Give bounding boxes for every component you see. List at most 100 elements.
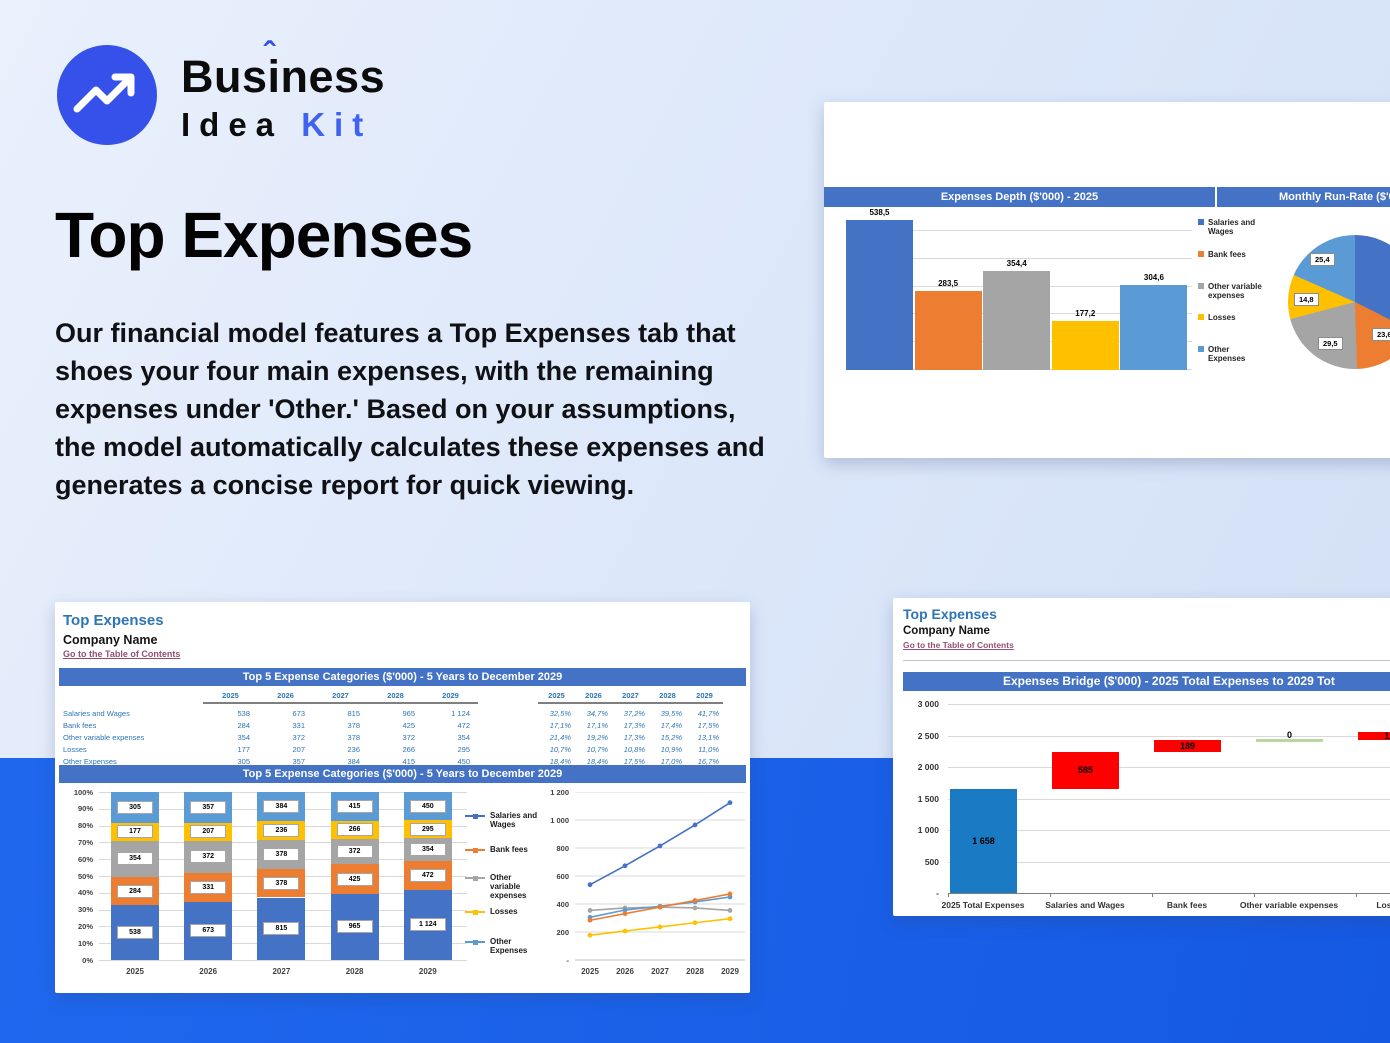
segment-value-label: 372: [190, 850, 227, 864]
spacer: [478, 710, 538, 722]
x-axis-label: 2028: [345, 967, 364, 976]
value-cell: 372: [292, 733, 305, 742]
company-name: Company Name: [63, 633, 158, 647]
legend-item: Bank fees: [1198, 250, 1268, 259]
row-label: Losses: [63, 745, 87, 754]
value-cell: 415: [402, 757, 415, 766]
waterfall-value-label: 0: [1286, 729, 1292, 740]
axis-tick: [1356, 893, 1357, 897]
percent-cell: 16,7%: [697, 757, 719, 766]
waterfall-bar-3: [1154, 739, 1221, 752]
legend-label: Losses: [1208, 313, 1236, 322]
depth-bar-1: [846, 220, 913, 370]
value-cell: 378: [347, 733, 360, 742]
expenses-bridge-waterfall-chart: 3 000 2 500 2 000 1 500 1 000 500 - 1 658 585 189…: [893, 698, 1390, 916]
chart-title-expenses-bridge: Expenses Bridge ($'000) - 2025 Total Exp…: [903, 672, 1390, 691]
brand-word-business: Busi ˆ ness: [181, 36, 386, 102]
y-axis-label: 2 000: [917, 762, 939, 772]
waterfall-value-label: 1 658: [972, 835, 995, 846]
x-axis-label: 2025: [126, 967, 144, 976]
x-axis-label: Bank fees: [1166, 900, 1208, 910]
expenses-depth-legend: Salaries and Wages Bank fees Other variabl…: [1198, 214, 1288, 364]
year-header: 2025: [538, 690, 575, 704]
sheet-title: Top Expenses: [903, 606, 997, 622]
y-axis-label: 60%: [77, 854, 93, 864]
gridline: [846, 257, 1192, 259]
legend-item: Losses: [465, 907, 518, 916]
depth-bar-value-label: 177,2: [1075, 308, 1096, 318]
divider-line: [903, 660, 1390, 661]
year-header: 2026: [575, 690, 612, 704]
y-axis-label: 50%: [77, 871, 93, 881]
legend-label: Salaries and Wages: [490, 811, 538, 829]
table-of-contents-link[interactable]: Go to the Table of Contents: [63, 649, 181, 659]
x-axis-label: 2027: [651, 967, 669, 976]
segment-value-label: 1 124: [409, 918, 446, 932]
gridline: [948, 735, 1390, 737]
row-label: Other variable expenses: [63, 733, 145, 742]
chart-title-monthly-run-rate: Monthly Run-Rate ($'000: [1217, 187, 1390, 207]
percent-cell: 10,7%: [549, 745, 571, 754]
brand-logo: Busi ˆ ness Idea Kit: [57, 36, 386, 145]
segment-value-label: 295: [409, 822, 446, 836]
percent-cell: 19,2%: [586, 733, 608, 742]
segment-value-label: 472: [409, 868, 446, 882]
legend-label: Other variable expenses: [490, 873, 527, 900]
percent-cell: 17,5%: [697, 721, 719, 730]
y-axis-label: 70%: [77, 837, 93, 847]
percent-cell: 17,1%: [549, 721, 571, 730]
waterfall-value-label: 189: [1179, 740, 1196, 751]
x-axis-label: 2025: [581, 967, 599, 976]
y-axis-label: 200: [556, 927, 569, 937]
legend-label: Other Expenses: [490, 937, 528, 955]
table-of-contents-link[interactable]: Go to the Table of Contents: [903, 640, 1014, 650]
chart-element: [473, 909, 478, 915]
value-cell: 1 124: [451, 709, 470, 718]
gridline: [948, 830, 1390, 831]
value-cell: 331: [292, 721, 305, 730]
brand-word-ideakit: Idea Kit: [181, 106, 373, 143]
segment-value-label: 450: [409, 799, 446, 813]
value-cell: 378: [347, 721, 360, 730]
gridline: [948, 767, 1390, 768]
waterfall-bar-4: [1256, 738, 1323, 742]
depth-bar-value-label: 304,6: [1143, 273, 1164, 283]
gridline: [99, 960, 467, 961]
value-cell: 266: [402, 745, 415, 754]
y-axis-label: 80%: [77, 821, 93, 831]
axis-tick: [948, 893, 949, 897]
chart-title-expenses-depth: Expenses Depth ($'000) - 2025: [824, 187, 1215, 207]
segment-value-label: 331: [190, 880, 227, 894]
percent-cell: 17,5%: [623, 757, 645, 766]
waterfall-value-label: 585: [1077, 765, 1094, 776]
legend-item: Salaries and Wages: [465, 811, 543, 829]
axis-tick: [1254, 893, 1255, 897]
legend-marker: [1198, 283, 1204, 289]
segment-value-label: 965: [336, 920, 373, 934]
value-cell: 236: [347, 745, 360, 754]
table-title-top5-categories: Top 5 Expense Categories ($'000) - 5 Yea…: [59, 668, 746, 686]
percent-cell: 10,9%: [660, 745, 682, 754]
x-axis-label: Salaries and Wages: [1045, 900, 1125, 910]
chart-element: [473, 847, 478, 853]
percent-cell: 11,0%: [698, 745, 719, 754]
percent-cell: 39,5%: [660, 709, 682, 718]
percent-cell: 18,4%: [586, 757, 608, 766]
depth-bar-value-label: 283,5: [938, 279, 959, 289]
percent-cell: 34,7%: [586, 709, 608, 718]
segment-value-label: 815: [263, 922, 300, 936]
percent-cell: 10,8%: [623, 745, 645, 754]
depth-bar-2: [914, 291, 982, 370]
top5-stacked-bar-chart: 0% 10% 20% 30% 40% 50% 60% 70% 80% 90% 100% 538 284 3…: [65, 788, 467, 992]
percent-cell: 17,3%: [623, 721, 645, 730]
legend-item: Other variable expenses: [465, 873, 543, 900]
percent-cell: 37,2%: [623, 709, 645, 718]
pie-slice-label: 29,5: [1318, 337, 1343, 350]
segment-value-label: 425: [336, 872, 373, 886]
legend-marker: [1198, 346, 1204, 352]
segment-value-label: 236: [263, 823, 300, 837]
line-chart-plot: [575, 792, 745, 961]
year-header: 2029: [686, 690, 723, 704]
depth-bar-value-label: 538,5: [869, 208, 890, 218]
percent-cell: 32,5%: [549, 709, 571, 718]
